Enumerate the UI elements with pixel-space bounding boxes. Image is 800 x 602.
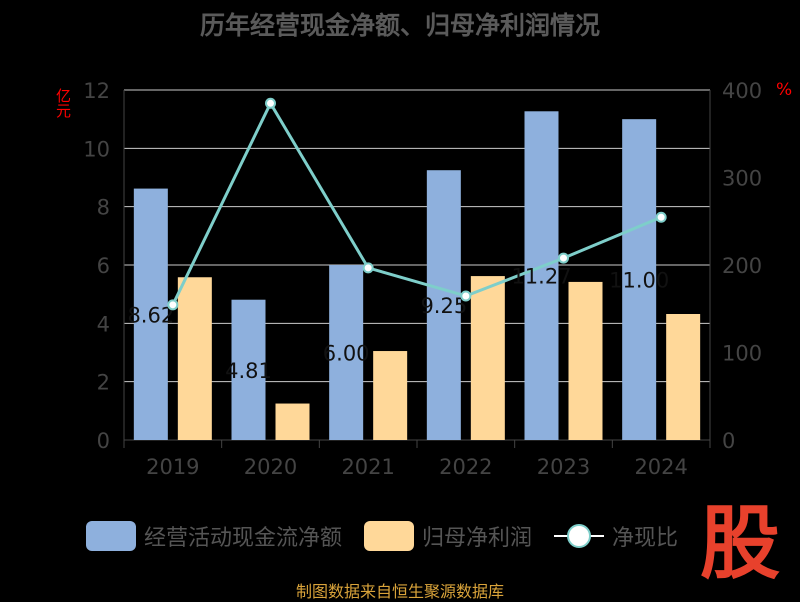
y-left-tick-label: 10 [83,137,110,161]
bar-cashflow [133,188,168,440]
point-cash-ratio [558,252,569,264]
x-tick-label: 2021 [341,455,394,479]
bar-label-cashflow: 11.00 [609,269,669,293]
bar-label-cashflow: 4.81 [225,359,272,383]
bar-cashflow [231,299,266,440]
point-cash-ratio [460,290,472,302]
point-cash-ratio [655,211,667,223]
right-axis-unit: % [776,80,793,100]
legend-label-cash-ratio: 净现比 [612,526,679,551]
y-left-tick-label: 6 [97,254,110,278]
legend-item-net-profit[interactable]: 归母净利润 [364,520,532,552]
bar-net-profit [470,276,505,440]
y-right-tick-label: 300 [722,167,762,191]
legend-item-cashflow[interactable]: 经营活动现金流净额 [86,520,342,552]
bar-net-profit [275,403,310,440]
point-cash-ratio [362,262,374,274]
x-tick-label: 2019 [146,455,199,479]
y-left-tick-label: 0 [97,429,110,453]
legend: 经营活动现金流净额 归母净利润 净现比 [86,519,700,553]
line-cash-ratio [171,100,662,306]
x-tick-label: 2022 [439,455,492,479]
bar-label-cashflow: 11.27 [511,265,571,289]
y-left-tick-label: 4 [97,312,110,336]
x-tick-label: 2023 [537,455,590,479]
bar-label-cashflow: 6.00 [323,342,370,366]
y-left-tick-label: 12 [83,79,110,103]
bar-cashflow [426,170,461,441]
legend-label-net-profit: 归母净利润 [422,526,533,551]
bar-net-profit [177,277,212,440]
bar-cashflow [622,119,657,441]
legend-item-cash-ratio[interactable]: 净现比 [554,520,678,552]
y-right-tick-label: 200 [722,254,762,278]
bar-net-profit [373,351,408,440]
y-right-tick-label: 100 [722,342,762,366]
point-cash-ratio [265,97,276,109]
bar-net-profit [568,281,603,440]
legend-label-cashflow: 经营活动现金流净额 [144,526,343,551]
bar-label-cashflow: 8.62 [127,303,174,327]
x-tick-label: 2020 [244,455,297,479]
legend-swatch-cash-ratio [554,521,605,551]
legend-swatch-net-profit [364,521,415,551]
y-left-tick-label: 2 [97,371,110,395]
y-right-tick-label: 0 [722,429,735,453]
point-cash-ratio [167,299,179,311]
y-left-tick-label: 8 [97,196,110,220]
left-axis-unit: 亿元 [54,88,72,118]
x-tick-label: 2024 [634,455,687,479]
bar-cashflow [524,111,559,441]
bar-cashflow [329,265,364,440]
bar-net-profit [666,314,701,440]
source-note: 制图数据来自恒生聚源数据库 [295,582,504,601]
chart-title: 历年经营现金净额、归母净利润情况 [199,11,600,40]
legend-swatch-cashflow [86,521,136,551]
y-right-tick-label: 400 [722,79,762,103]
bar-label-cashflow: 9.25 [420,294,467,318]
brand-logo: 股 [700,497,780,590]
